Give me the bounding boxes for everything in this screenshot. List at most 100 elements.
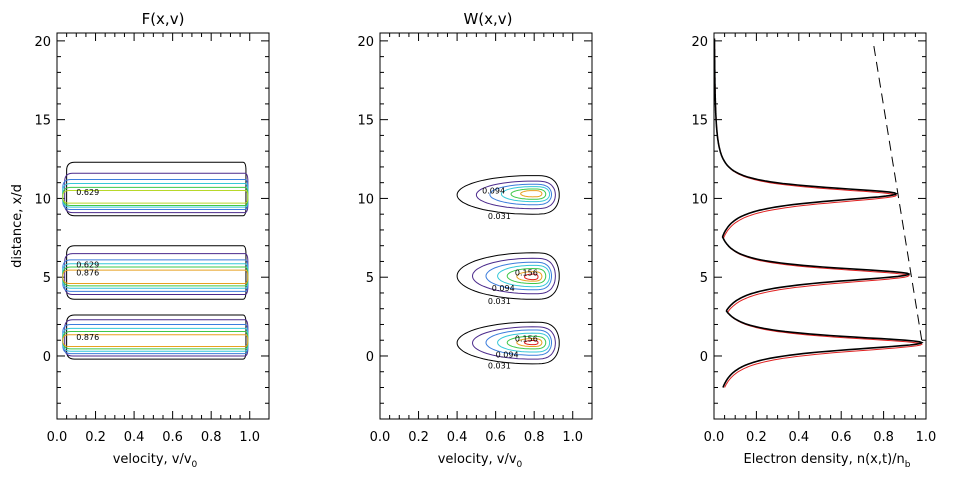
panel-density-xtick-label: 0.4 — [788, 430, 809, 445]
panel-f-contour-line — [66, 161, 247, 217]
panel-f-xtick-label: 0.6 — [162, 430, 183, 445]
panel-w-contour-line — [497, 332, 551, 353]
panel-f-contour-line — [62, 190, 249, 204]
panel-w-xtick-label: 0.4 — [447, 430, 468, 445]
panel-density-lines — [713, 38, 924, 388]
panel-w-ytick-label: 15 — [357, 114, 374, 129]
panel-f-contour-line — [64, 253, 249, 296]
panel-f-contour-line — [62, 266, 249, 287]
panel-w-axes: 0.0 0.2 0.4 0.6 0.8 1.0 0 5 10 15 20 — [357, 33, 592, 445]
panel-w-contour-label: 0.156 — [515, 335, 538, 344]
panel-w-contour-line — [506, 267, 547, 284]
panel-f-ytick-label: 10 — [34, 192, 51, 207]
panel-f-contour-line — [62, 179, 249, 210]
panel-f-xtick-label: 0.2 — [85, 430, 106, 445]
panel-density-xlabel: Electron density, n(x,t)/nb — [743, 452, 910, 470]
panel-w-contour-line — [506, 335, 547, 350]
panel-w-contour-line — [471, 257, 556, 295]
panel-f-xlabel: velocity, v/v0 — [113, 452, 198, 470]
panel-w-contour-line — [520, 190, 543, 198]
panel-density-xtick-label: 0.8 — [873, 430, 894, 445]
panel-density: Electron density, n(x,t)/nb 0.0 0.2 0.4 0.6… — [691, 32, 936, 470]
panel-f-contour-label: 0.876 — [76, 333, 99, 342]
panel-density-xtick-label: 1.0 — [916, 430, 937, 445]
panel-w-contour-line — [485, 261, 552, 291]
panel-w-contour-line — [489, 183, 552, 206]
panel-density-ytick-label: 20 — [691, 35, 708, 50]
panel-density-ytick-label: 5 — [700, 271, 708, 286]
panel-w-contour-line — [456, 175, 560, 215]
panel-w-contour-label: 0.031 — [488, 297, 511, 306]
panel-f-contour-line — [66, 245, 247, 300]
panel-w-contour-line — [456, 252, 560, 300]
panel-f-contour-line — [62, 182, 249, 208]
panel-f-ytick-label: 15 — [34, 114, 51, 129]
panel-w-contour-label: 0.156 — [515, 268, 538, 277]
panel-w-contour-line — [456, 321, 560, 365]
panel-density-axes: 0.0 0.2 0.4 0.6 0.8 1.0 0 5 10 15 20 — [691, 33, 936, 445]
panel-f-contour-label: 0.876 — [76, 268, 99, 277]
panel-w-contour-line — [500, 186, 551, 203]
panel-f-contour-line — [66, 314, 247, 360]
panel-f-contour-line — [62, 323, 249, 355]
panel-w-contour-line — [471, 326, 556, 360]
panel-w-contour-line — [475, 180, 556, 210]
panel-density-ytick-label: 10 — [691, 192, 708, 207]
panel-f-contour-line — [62, 263, 249, 289]
panel-w-xlabel: velocity, v/v0 — [438, 452, 523, 470]
panel-w-xtick-label: 0.6 — [485, 430, 506, 445]
panel-f-axes-frame — [56, 32, 270, 420]
panel-w-contour-label: 0.094 — [492, 284, 515, 293]
panel-w-contour-line — [523, 340, 539, 346]
panel-w-axes-frame — [379, 32, 593, 420]
panel-density-axes-frame — [713, 32, 927, 420]
panel-f-contour-label: 0.629 — [76, 188, 99, 197]
panel-w-title: W(x,v) — [463, 10, 512, 28]
panel-w-xtick-label: 0.8 — [524, 430, 545, 445]
panel-density-xtick-label: 0.2 — [746, 430, 767, 445]
panel-f-xtick-label: 1.0 — [239, 430, 260, 445]
panel-w-contour-line — [497, 264, 551, 288]
panel-f-title: F(x,v) — [142, 10, 185, 28]
panel-f-contour-line — [62, 259, 249, 292]
panel-w-ytick-label: 5 — [366, 271, 374, 286]
panel-density-xtick-label: 0.6 — [831, 430, 852, 445]
panel-f-contour-line — [62, 334, 249, 348]
panel-w-contour-line — [485, 329, 552, 356]
panel-f-contour-line — [62, 269, 249, 285]
panel-f-xtick-label: 0.4 — [124, 430, 145, 445]
panel-f-contour-line — [64, 319, 249, 357]
panel-w-xtick-label: 1.0 — [562, 430, 583, 445]
panel-w-ytick-label: 20 — [357, 35, 374, 50]
panel-w-contour-label: 0.031 — [488, 361, 511, 370]
panel-density-ytick-label: 15 — [691, 114, 708, 129]
panel-w-contour-label: 0.094 — [482, 187, 505, 196]
panel-density-xtick-label: 0.0 — [704, 430, 725, 445]
panel-w-xtick-label: 0.0 — [370, 430, 391, 445]
panel-f-xtick-label: 0.8 — [201, 430, 222, 445]
panel-f-contour-label: 0.629 — [76, 261, 99, 270]
panel-f-contour-line — [64, 172, 249, 214]
panel-w-contour-line — [516, 338, 543, 347]
panel-w-ytick-label: 10 — [357, 192, 374, 207]
panel-f-contour-line — [62, 327, 249, 352]
panel-f-contour-line — [62, 186, 249, 207]
panel-density-dashed-envelope — [872, 40, 923, 341]
panel-w-ytick-label: 0 — [366, 350, 374, 365]
panel-f-contour-line — [62, 331, 249, 350]
panel-w-contour-line — [510, 188, 547, 200]
panel-f: F(x,v) distance, x/d velocity, v/v0 0.0 0… — [10, 10, 270, 470]
panel-f-axes: 0.0 0.2 0.4 0.6 0.8 1.0 0 5 10 15 20 — [34, 33, 269, 445]
panel-w-contour-line — [523, 273, 539, 281]
panel-f-xtick-label: 0.0 — [47, 430, 68, 445]
panel-density-ytick-label: 0 — [700, 350, 708, 365]
panel-w-xtick-label: 0.2 — [408, 430, 429, 445]
panel-f-ytick-label: 0 — [43, 350, 51, 365]
panel-w: W(x,v) velocity, v/v0 0.0 0.2 0.4 0.6 0.8 1.0… — [357, 10, 593, 470]
panel-f-ylabel: distance, x/d — [10, 184, 25, 268]
panel-w-contour-label: 0.094 — [496, 350, 519, 359]
panel-w-contour-line — [516, 271, 543, 282]
